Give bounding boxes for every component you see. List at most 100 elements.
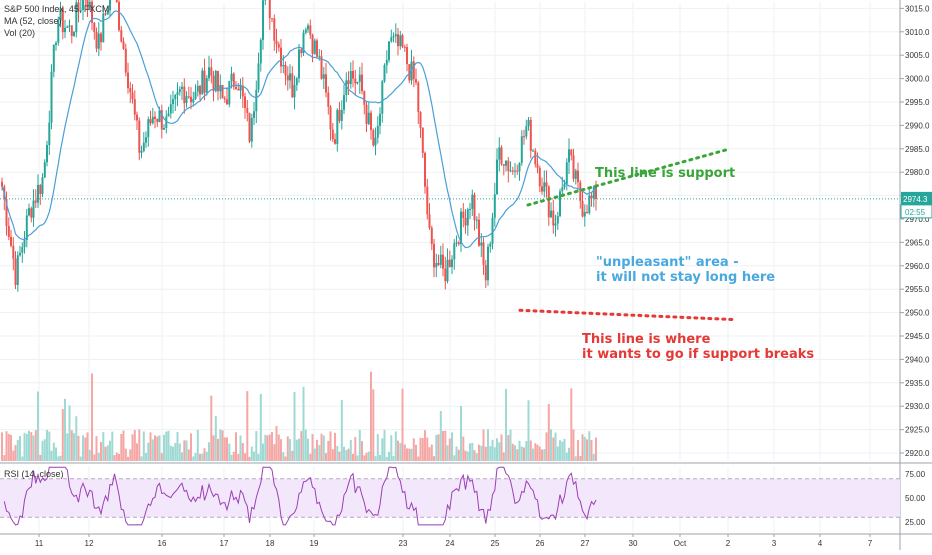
volume-bar: [458, 450, 460, 461]
volume-bar: [456, 447, 458, 462]
candle-body: [393, 36, 395, 37]
volume-bar: [516, 449, 518, 461]
candle-body: [570, 149, 572, 155]
volume-bar: [523, 447, 525, 461]
volume-bar: [568, 448, 570, 461]
candle-body: [377, 126, 379, 138]
candle-body: [431, 228, 433, 244]
volume-bar: [366, 453, 368, 461]
volume-bar: [215, 416, 217, 461]
unpleasant-annotation-line-2: it will not stay long here: [596, 270, 775, 285]
volume-bar: [237, 454, 239, 461]
candle-body: [278, 44, 280, 47]
candle-body: [170, 104, 172, 113]
volume-bar: [303, 387, 305, 461]
candle-body: [48, 123, 50, 145]
candle-body: [138, 121, 140, 153]
candle-body: [332, 130, 334, 140]
candle-body: [206, 78, 208, 93]
volume-bar: [217, 439, 219, 461]
candle-body: [251, 118, 253, 142]
candle-body: [447, 260, 449, 282]
candle-body: [534, 151, 536, 165]
candle-body: [102, 14, 104, 43]
volume-bar: [80, 457, 82, 461]
volume-bar: [51, 451, 53, 461]
time-tick-label: 26: [536, 539, 545, 548]
candle-body: [406, 47, 408, 64]
candle-body: [402, 35, 404, 47]
volume-bar: [10, 435, 12, 461]
volume-bar: [174, 443, 176, 461]
volume-bar: [201, 454, 203, 461]
volume-bar: [267, 435, 269, 461]
candle-body: [291, 73, 293, 97]
volume-bar: [573, 429, 575, 461]
volume-bar: [102, 432, 104, 461]
volume-bar: [492, 440, 494, 461]
candle-body: [199, 86, 201, 95]
volume-bar: [60, 456, 62, 461]
candle-body: [384, 65, 386, 81]
candle-body: [249, 113, 251, 142]
volume-bar: [323, 436, 325, 462]
time-tick-label: 30: [629, 539, 638, 548]
candle-body: [231, 74, 233, 82]
candle-body: [330, 107, 332, 130]
price-tick-label: 2965.0: [905, 238, 930, 247]
vol-legend: Vol (20): [4, 28, 35, 39]
volume-bar: [118, 454, 120, 461]
candle-body: [582, 201, 584, 217]
candle-body: [568, 149, 570, 162]
volume-bar: [66, 433, 68, 461]
volume-bar: [487, 429, 489, 461]
candle-body: [120, 30, 122, 41]
volume-bar: [208, 442, 210, 461]
candle-body: [42, 177, 44, 194]
candle-body: [1, 182, 3, 187]
candle-body: [127, 73, 129, 89]
candle-body: [136, 115, 138, 121]
candle-body: [168, 113, 170, 116]
volume-bar: [494, 447, 496, 461]
candle-body: [195, 92, 197, 99]
candle-body: [516, 171, 518, 172]
candle-body: [226, 99, 228, 104]
candle-body: [465, 218, 467, 225]
candle-body: [577, 171, 579, 183]
candle-body: [269, 0, 271, 18]
volume-bar: [105, 447, 107, 461]
volume-bar: [348, 449, 350, 461]
candle-body: [487, 247, 489, 281]
volume-bar: [363, 455, 365, 461]
candle-body: [300, 49, 302, 53]
candle-body: [172, 99, 174, 104]
candle-body: [426, 187, 428, 215]
candle-body: [424, 153, 426, 187]
rsi-tick-label: 25.00: [905, 518, 926, 527]
volume-bar: [341, 400, 343, 461]
candle-body: [17, 255, 19, 285]
volume-bar: [73, 433, 75, 461]
target-line: [520, 310, 735, 319]
volume-bar: [307, 439, 309, 461]
volume-bar: [228, 444, 230, 461]
volume-bar: [546, 432, 548, 461]
volume-bar: [406, 448, 408, 461]
volume-bar: [244, 453, 246, 461]
candle-body: [294, 85, 296, 97]
candle-body: [145, 137, 147, 142]
candle-body: [462, 212, 464, 218]
candle-body: [370, 113, 372, 130]
volume-bar: [552, 438, 554, 462]
time-tick-label: 25: [491, 539, 500, 548]
candle-body: [150, 119, 152, 123]
candle-body: [156, 119, 158, 122]
candle-body: [258, 63, 260, 89]
volume-bar: [501, 434, 503, 461]
candle-body: [246, 108, 248, 113]
candle-body: [588, 196, 590, 214]
volume-bar: [413, 438, 415, 461]
